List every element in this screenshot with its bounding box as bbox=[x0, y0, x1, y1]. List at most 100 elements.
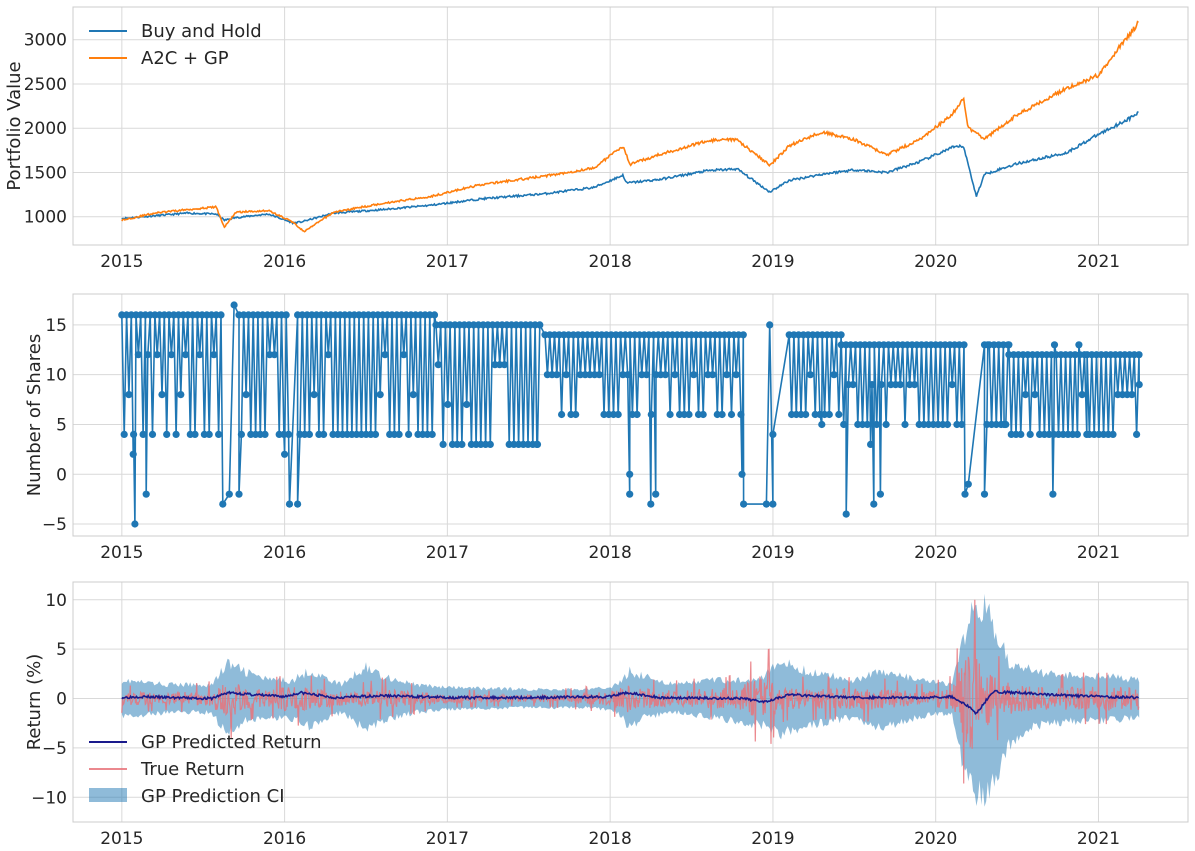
shares-marker bbox=[153, 351, 161, 359]
shares-marker bbox=[217, 311, 225, 319]
shares-marker bbox=[806, 371, 815, 379]
shares-marker bbox=[766, 321, 774, 329]
shares-marker bbox=[1135, 381, 1143, 389]
legend-label: True Return bbox=[140, 759, 245, 780]
shares-marker bbox=[626, 490, 634, 498]
x-tick-label: 2016 bbox=[263, 252, 306, 272]
y-tick-label: 5 bbox=[56, 640, 67, 660]
x-tick-label: 2017 bbox=[426, 252, 469, 272]
shares-marker bbox=[225, 490, 233, 498]
shares-marker bbox=[595, 371, 603, 379]
y-tick-label: 2500 bbox=[24, 75, 67, 95]
shares-marker bbox=[163, 430, 171, 438]
shares-marker bbox=[285, 500, 294, 508]
axes-frame bbox=[72, 581, 1189, 823]
shares-marker bbox=[661, 371, 670, 379]
shares-marker bbox=[129, 450, 137, 458]
shares-marker bbox=[835, 410, 843, 419]
shares-marker bbox=[430, 311, 439, 319]
shares-marker bbox=[1002, 420, 1010, 429]
axes-frame bbox=[72, 293, 1189, 537]
legend-label: Buy and Hold bbox=[141, 21, 262, 42]
shares-marker bbox=[381, 351, 389, 359]
shares-marker bbox=[910, 381, 919, 389]
shares-marker bbox=[873, 420, 881, 429]
x-tick-label: 2015 bbox=[100, 829, 143, 849]
predicted-return-line bbox=[121, 689, 1140, 716]
x-tick-label: 2016 bbox=[263, 829, 306, 849]
shares-marker bbox=[882, 420, 890, 429]
shares-marker bbox=[294, 500, 302, 508]
shares-marker bbox=[830, 371, 838, 379]
shares-marker bbox=[172, 430, 180, 438]
y-tick-label: 1500 bbox=[24, 163, 67, 183]
y-tick-label: 3000 bbox=[24, 31, 67, 51]
shares-marker bbox=[205, 430, 213, 438]
shares-marker bbox=[444, 400, 452, 409]
shares-marker bbox=[395, 430, 403, 438]
shares-marker bbox=[463, 400, 471, 409]
shares-marker bbox=[439, 440, 447, 448]
legend-label: GP Predicted Return bbox=[141, 732, 321, 753]
shares-marker bbox=[896, 381, 904, 389]
shares-marker bbox=[285, 430, 293, 438]
shares-marker bbox=[769, 430, 777, 438]
shares-marker bbox=[120, 430, 128, 438]
shares-marker bbox=[642, 371, 651, 379]
y-tick-label: 2000 bbox=[24, 119, 67, 139]
shares-marker bbox=[572, 410, 580, 419]
shares-marker bbox=[614, 410, 622, 419]
shares-marker bbox=[324, 351, 332, 359]
shares-marker bbox=[1135, 351, 1143, 359]
shares-marker bbox=[837, 331, 845, 339]
shares-marker bbox=[624, 371, 632, 379]
shares-marker bbox=[958, 420, 966, 429]
shares-marker bbox=[980, 490, 989, 498]
shares-marker bbox=[196, 351, 204, 359]
ci-band bbox=[121, 593, 1140, 807]
shares-marker bbox=[191, 430, 199, 438]
shares-marker bbox=[167, 351, 175, 359]
shares-marker bbox=[405, 430, 413, 438]
shares-marker bbox=[723, 371, 731, 379]
y-tick-label: −5 bbox=[42, 515, 67, 535]
shares-marker bbox=[533, 440, 542, 448]
shares-marker bbox=[130, 430, 138, 438]
number-of-shares-panel: 2015 2016 2017 2018 2019 2020 2021 −5 0 5 10 15Numb… bbox=[24, 293, 1189, 563]
shares-marker bbox=[562, 371, 570, 379]
x-tick-label: 2016 bbox=[263, 543, 306, 563]
y-tick-label: 0 bbox=[56, 465, 67, 485]
shares-marker bbox=[699, 410, 707, 419]
shares-marker bbox=[849, 381, 857, 389]
x-tick-label: 2020 bbox=[914, 252, 957, 272]
shares-marker bbox=[409, 391, 417, 399]
shares-marker bbox=[647, 410, 655, 419]
shares-marker bbox=[666, 410, 674, 419]
x-tick-label: 2017 bbox=[426, 543, 469, 563]
x-tick-label: 2021 bbox=[1077, 543, 1120, 563]
shares-marker bbox=[177, 391, 185, 399]
shares-marker bbox=[633, 410, 641, 419]
shares-marker bbox=[536, 321, 544, 329]
shares-marker bbox=[738, 470, 746, 478]
shares-marker bbox=[762, 500, 771, 508]
shares-marker bbox=[458, 440, 466, 448]
shares-marker bbox=[876, 490, 885, 498]
shares-marker bbox=[1049, 490, 1057, 498]
shares-marker bbox=[428, 430, 436, 438]
axes-frame bbox=[72, 6, 1189, 246]
y-axis-label: Portfolio Value bbox=[4, 61, 25, 190]
shares-marker bbox=[948, 381, 956, 389]
return-panel: 2015 2016 2017 2018 2019 2020 2021 −10 −5 0 5 10 Ret… bbox=[24, 581, 1189, 849]
shares-marker bbox=[964, 480, 972, 488]
shares-marker bbox=[1078, 391, 1086, 399]
true-return-line bbox=[121, 599, 1140, 784]
shares-marker bbox=[732, 371, 740, 379]
shares-marker bbox=[1017, 430, 1025, 438]
shares-marker bbox=[652, 490, 660, 498]
shares-marker bbox=[1128, 391, 1136, 399]
shares-marker bbox=[558, 410, 566, 419]
shares-marker bbox=[961, 490, 969, 498]
shares-marker bbox=[709, 371, 717, 379]
